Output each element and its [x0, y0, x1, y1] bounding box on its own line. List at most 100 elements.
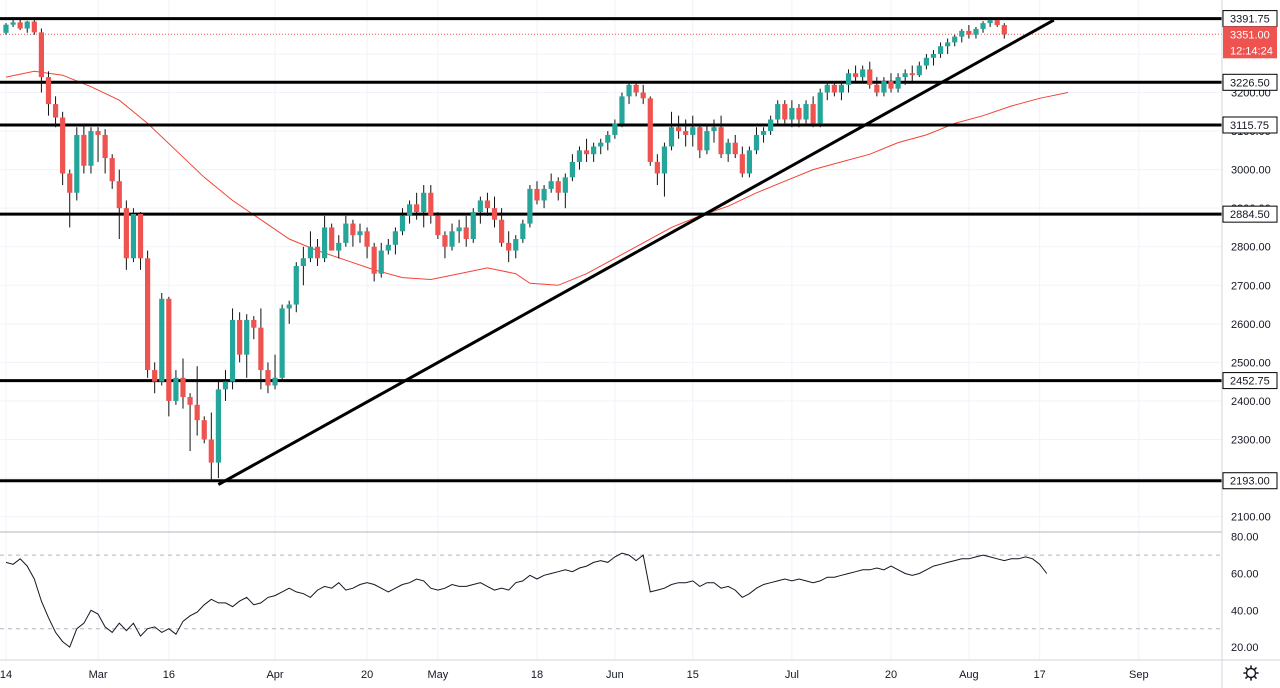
candle [470, 208, 476, 243]
time-tick-label: May [427, 669, 448, 681]
time-tick-label: 20 [361, 669, 373, 681]
price-tick-label: 3000.00 [1231, 165, 1271, 177]
candle [895, 73, 901, 93]
candle [923, 53, 929, 70]
candle [17, 19, 23, 31]
price-tick-label: 2100.00 [1231, 512, 1271, 524]
level-price-label: 3115.75 [1222, 116, 1278, 134]
candle [810, 96, 816, 128]
candle [661, 142, 668, 197]
last-price-label: 3351.00 12:14:24 [1223, 26, 1277, 59]
candle [633, 80, 639, 97]
candle [626, 80, 632, 105]
candle [159, 292, 165, 386]
candle [548, 173, 554, 193]
candle [576, 146, 583, 170]
time-tick-label: Mar [89, 669, 108, 681]
candle [803, 100, 809, 124]
candle [95, 127, 101, 162]
candle [690, 115, 696, 147]
candle [966, 25, 972, 39]
candle [272, 354, 278, 390]
candle [534, 181, 540, 205]
candle [187, 393, 193, 452]
horizontal-levels[interactable] [0, 17, 1222, 483]
candle [704, 123, 710, 155]
candle [3, 23, 9, 35]
bar-countdown: 12:14:24 [1230, 45, 1273, 57]
time-tick-label: Sep [1129, 669, 1149, 681]
candle [853, 65, 859, 81]
time-tick-label: Jun [606, 669, 624, 681]
candle [350, 219, 356, 247]
candlestick-series [3, 18, 1007, 482]
candle [392, 227, 398, 255]
level-price-label: 3226.50 [1222, 73, 1278, 91]
candle [166, 296, 172, 417]
time-tick-label: Aug [959, 669, 979, 681]
trendline[interactable] [217, 18, 1055, 486]
candle [406, 200, 413, 224]
candle [952, 34, 958, 47]
candle [208, 412, 214, 482]
candle [116, 169, 122, 240]
candle [654, 154, 660, 186]
candle [152, 362, 158, 394]
candle [711, 119, 717, 143]
candle [506, 231, 512, 263]
candle [760, 127, 767, 143]
svg-text:3351.00: 3351.00 [1230, 29, 1270, 41]
candle [697, 123, 703, 159]
candle [647, 96, 653, 166]
candle [109, 154, 115, 189]
candle [945, 38, 951, 54]
candle [385, 239, 391, 255]
rsi-axis[interactable]: 20.00 40.00 60.00 80.00 [1231, 532, 1259, 654]
candle [569, 154, 575, 182]
candle [768, 115, 774, 135]
candle [824, 80, 830, 101]
candle [329, 223, 335, 251]
candle [180, 358, 186, 409]
svg-text:2193.00: 2193.00 [1230, 476, 1270, 488]
candle [24, 20, 30, 33]
time-axis[interactable]: 14 Mar 16 Apr 20 May 18 Jun 15 Jul 20 Aug 17 Sep [0, 669, 1149, 681]
candle [881, 77, 887, 97]
candle [598, 138, 604, 155]
settings-gear-icon[interactable] [1243, 665, 1259, 681]
price-tick-label: 2600.00 [1231, 319, 1271, 331]
rsi-indicator [0, 552, 1222, 648]
candle [683, 119, 689, 147]
candle [491, 196, 498, 228]
candle [994, 18, 1000, 27]
time-tick-label: 18 [531, 669, 543, 681]
svg-text:2452.75: 2452.75 [1230, 376, 1270, 388]
candle [619, 92, 625, 128]
candle [435, 212, 441, 240]
candle [237, 312, 243, 363]
candle [789, 100, 795, 128]
candle [31, 19, 37, 35]
candle [428, 185, 434, 224]
svg-text:3226.50: 3226.50 [1230, 77, 1270, 89]
candle [555, 177, 561, 201]
price-tick-label: 2800.00 [1231, 242, 1271, 254]
candle [753, 127, 760, 155]
candle [145, 250, 151, 378]
candle [357, 223, 363, 243]
svg-text:3391.75: 3391.75 [1230, 14, 1270, 26]
time-tick-label: 15 [687, 669, 699, 681]
candle [300, 246, 306, 286]
moving-average-line [5, 70, 1069, 286]
trendline-path[interactable] [217, 18, 1055, 486]
candle [520, 219, 526, 243]
candle [732, 134, 738, 159]
candle [102, 129, 108, 174]
rsi-tick-label: 40.00 [1231, 605, 1259, 617]
grid [0, 0, 1222, 660]
level-price-label: 3391.75 [1222, 10, 1278, 28]
candle [676, 115, 682, 139]
candle [980, 21, 986, 33]
candle [583, 138, 590, 162]
